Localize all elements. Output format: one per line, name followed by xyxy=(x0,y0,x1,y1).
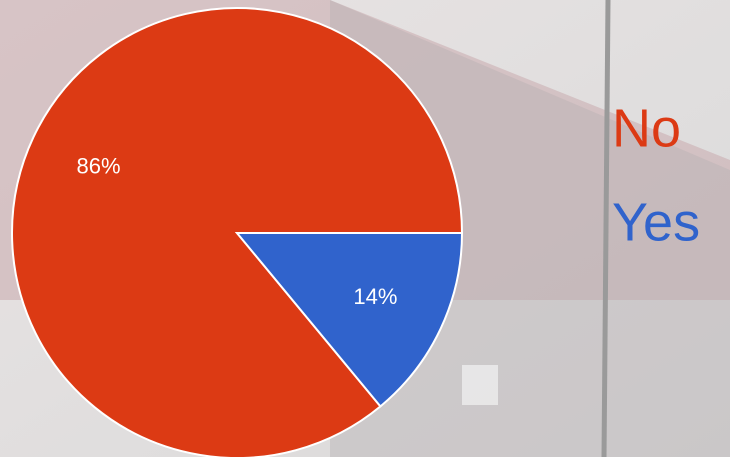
pie-slice xyxy=(234,232,464,408)
slice-label: 14% xyxy=(353,284,397,309)
legend: No Yes xyxy=(612,98,700,252)
pie: 86% 14% xyxy=(11,7,464,457)
legend-label: Yes xyxy=(612,192,700,252)
pole xyxy=(601,0,611,457)
slice-label: 86% xyxy=(77,154,121,179)
window xyxy=(462,365,498,405)
legend-label: No xyxy=(612,98,681,158)
